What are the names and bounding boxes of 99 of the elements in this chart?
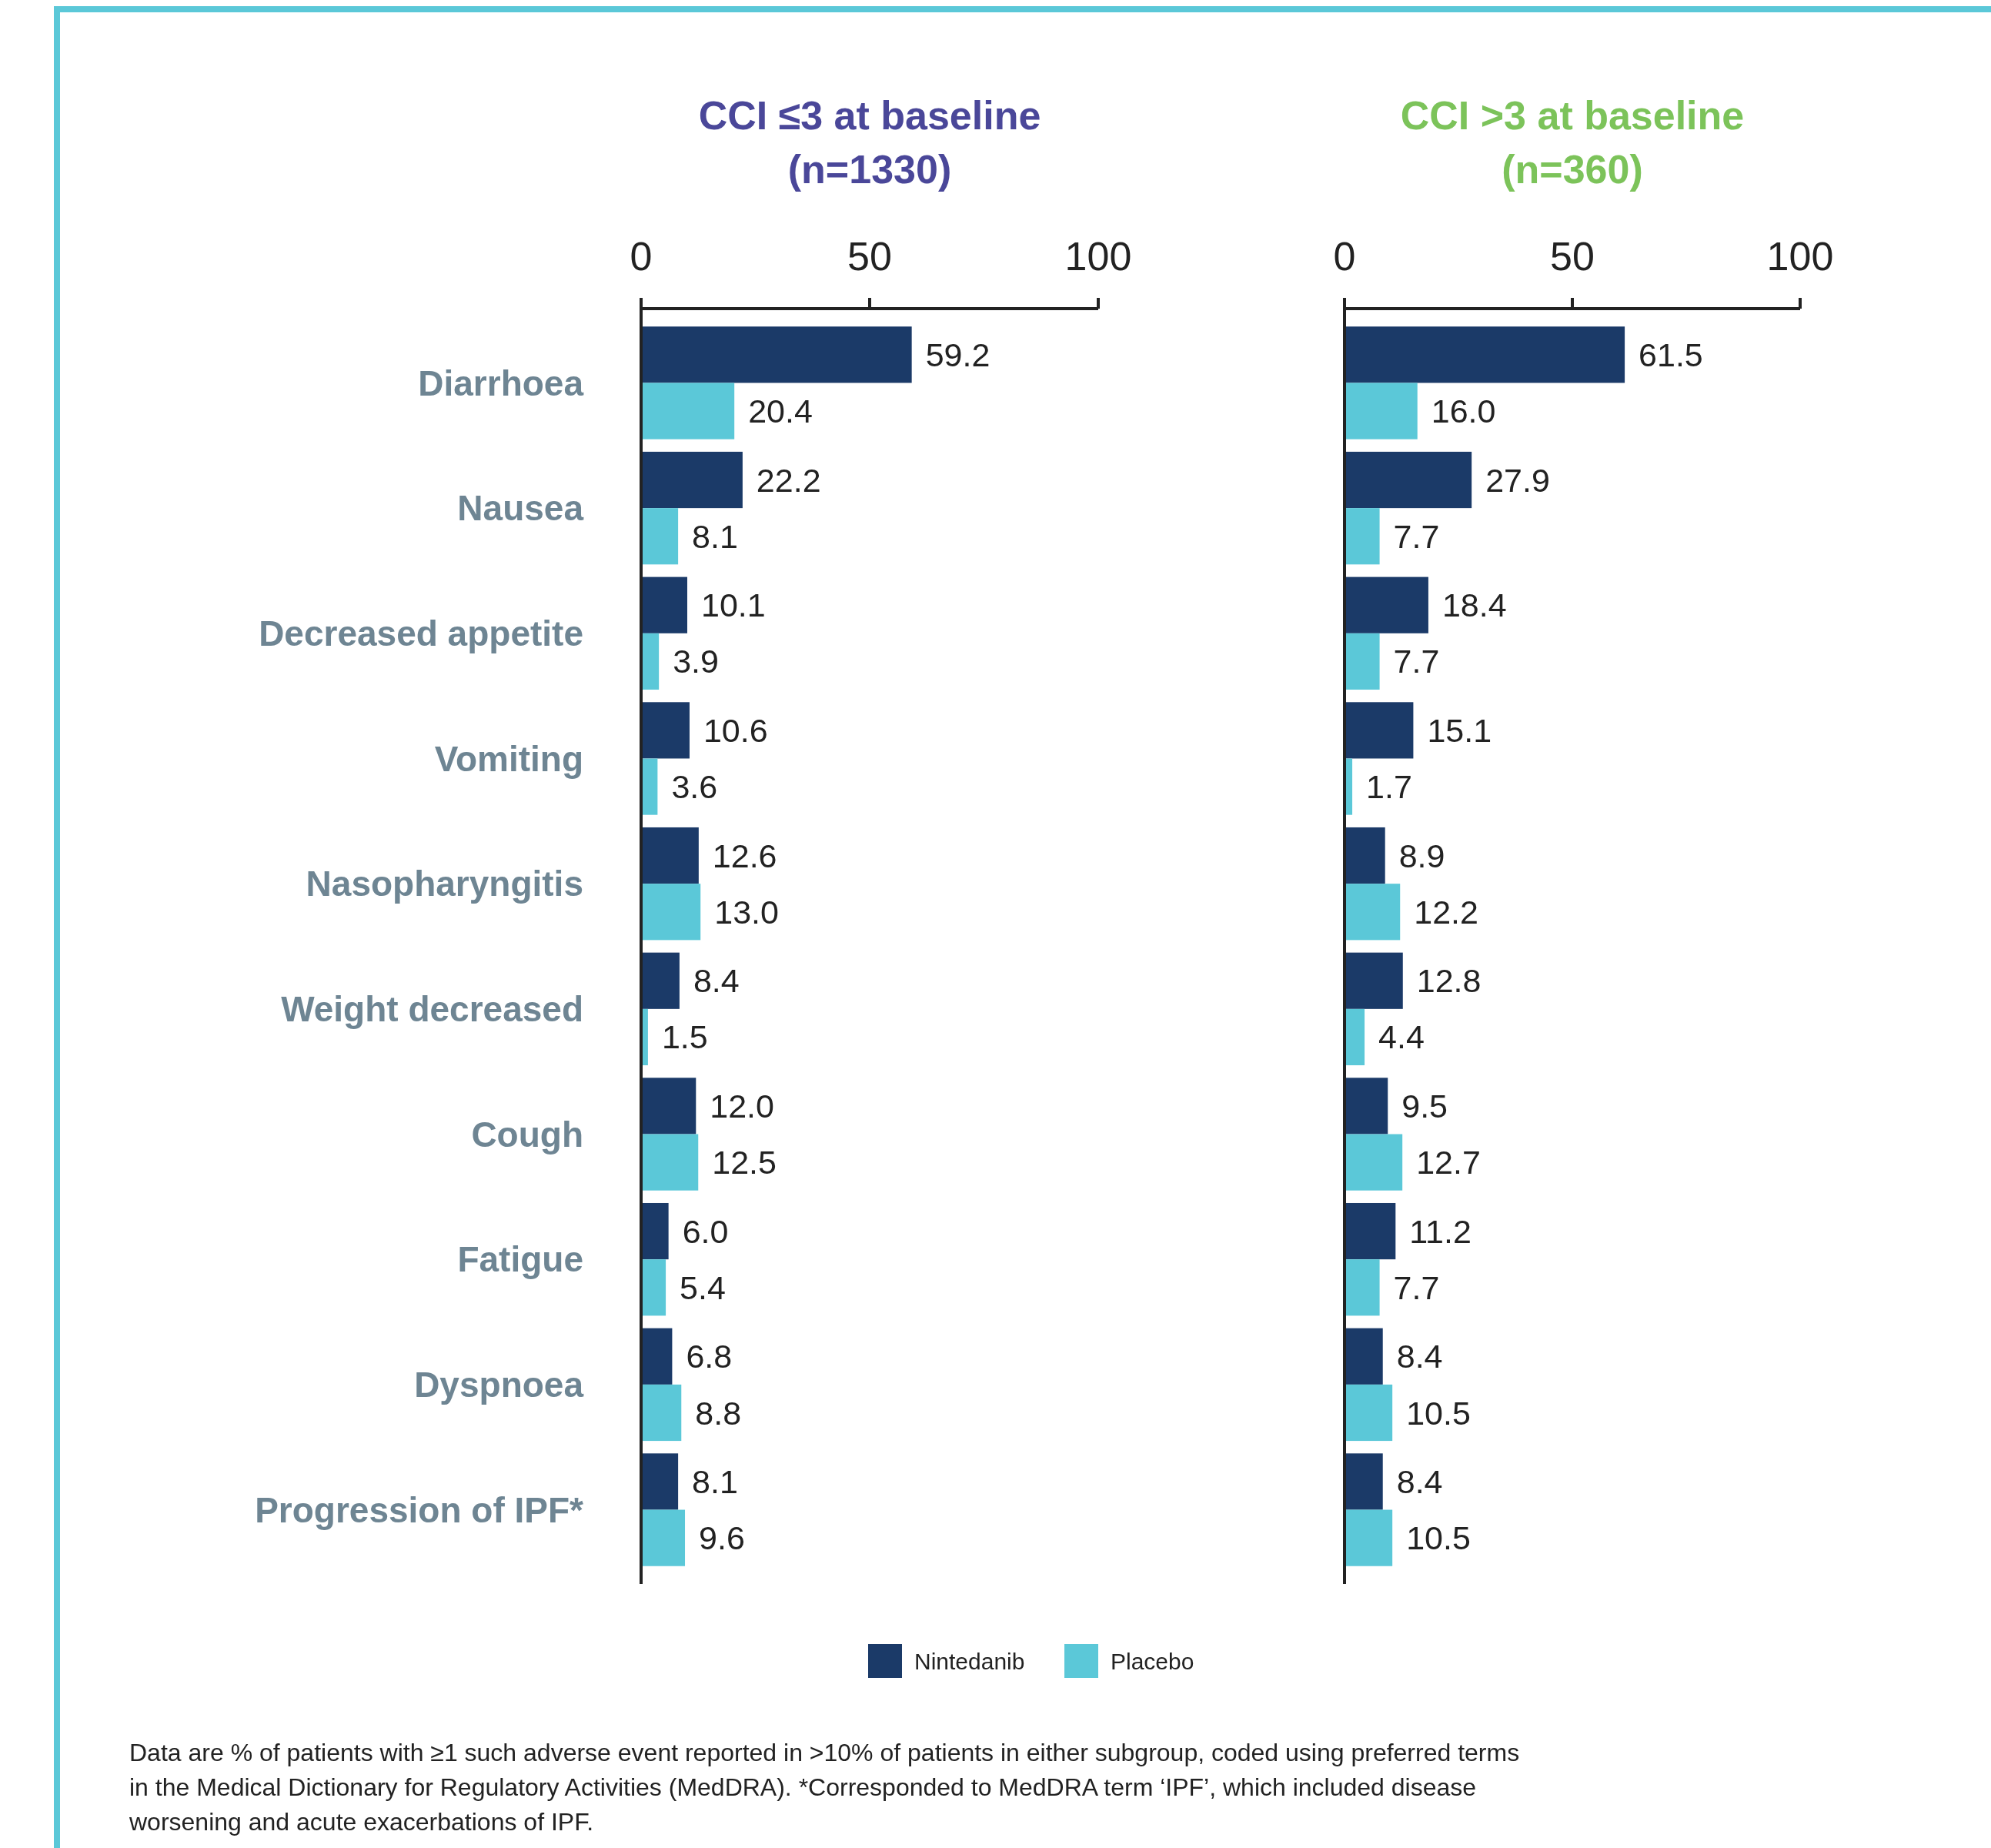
bar (1345, 884, 1401, 941)
x-tick-label: 100 (1766, 234, 1834, 279)
bar (641, 1078, 697, 1135)
bar (1345, 702, 1414, 759)
data-label: 8.1 (692, 517, 738, 555)
bar (641, 326, 912, 383)
x-tick-label: 100 (1064, 234, 1132, 279)
bar (1345, 326, 1625, 383)
bar (641, 1509, 686, 1566)
data-label: 3.6 (671, 768, 718, 806)
y-tick-label: Dyspnoea (414, 1364, 584, 1405)
y-tick-label: Progression of IPF* (255, 1489, 584, 1530)
data-label: 7.7 (1393, 1268, 1440, 1306)
data-label: 1.5 (661, 1018, 708, 1056)
bar (641, 758, 658, 815)
bar (641, 1328, 673, 1385)
data-label: 18.4 (1441, 586, 1507, 624)
bar (1345, 508, 1380, 565)
data-label: 10.1 (700, 586, 766, 624)
data-label: 12.2 (1414, 893, 1478, 931)
data-label: 10.6 (703, 711, 768, 749)
data-label: 59.2 (925, 336, 990, 373)
bar (1345, 1259, 1380, 1316)
bar (641, 1453, 679, 1510)
bar (641, 884, 701, 941)
bar (641, 1384, 682, 1442)
bar (1345, 1008, 1365, 1066)
data-label: 61.5 (1639, 336, 1703, 373)
data-label: 7.7 (1393, 517, 1440, 555)
legend-label: Placebo (1111, 1648, 1194, 1674)
data-label: 22.2 (756, 461, 821, 499)
bar (1345, 383, 1418, 439)
y-tick-label: Cough (471, 1114, 583, 1155)
data-label: 9.5 (1401, 1087, 1448, 1125)
data-label: 6.8 (686, 1338, 733, 1375)
data-label: 10.5 (1406, 1519, 1471, 1557)
y-tick-label: Diarrhoea (418, 363, 584, 403)
data-label: 20.4 (748, 393, 813, 430)
bar (641, 827, 699, 884)
data-label: 10.5 (1406, 1394, 1471, 1432)
bar (641, 383, 735, 439)
bar (1345, 1202, 1396, 1260)
data-label: 15.1 (1427, 711, 1492, 749)
y-tick-label: Weight decreased (281, 988, 583, 1029)
data-label: 8.1 (692, 1462, 738, 1500)
bar (641, 633, 660, 690)
bar (1345, 827, 1385, 884)
bar (1345, 1078, 1388, 1135)
bar (1345, 451, 1472, 509)
data-label: 3.9 (673, 643, 719, 680)
bar (1345, 1384, 1393, 1442)
bar (641, 1259, 666, 1316)
bar (641, 1134, 699, 1191)
legend-label: Nintedanib (914, 1648, 1025, 1674)
bar (641, 952, 680, 1009)
data-label: 12.0 (710, 1087, 774, 1125)
data-label: 12.7 (1416, 1144, 1481, 1181)
bar (1345, 952, 1403, 1009)
bar (641, 451, 743, 509)
y-tick-label: Nasopharyngitis (306, 864, 583, 904)
data-label: 9.6 (699, 1519, 745, 1557)
bar (641, 576, 687, 633)
data-label: 8.9 (1398, 837, 1445, 874)
chart-title: CCI ≤3 at baseline (n=1330) (698, 93, 1041, 192)
x-tick-label: 50 (847, 234, 892, 279)
bar (641, 508, 679, 565)
data-label: 8.8 (695, 1394, 742, 1432)
x-tick-label: 50 (1550, 234, 1595, 279)
x-tick-label: 0 (1333, 234, 1356, 279)
y-tick-label: Fatigue (457, 1239, 583, 1280)
data-label: 5.4 (680, 1268, 726, 1306)
data-label: 27.9 (1485, 461, 1550, 499)
data-label: 12.6 (712, 837, 777, 874)
data-label: 16.0 (1431, 393, 1496, 430)
y-tick-label: Nausea (457, 488, 584, 529)
data-label: 8.4 (693, 962, 740, 1000)
bar (1345, 1509, 1393, 1566)
bar (1345, 576, 1428, 633)
bar (641, 702, 690, 759)
text: Data are % of patients with ≥1 such adverse event reported in >10% of patients in either subgroup, coded using preferred terms in the Medical Dictionary for Regulatory Activities (MedDRA). *Corresponded to MedDRA term ‘IPF’, which included disease worsening and acute exacerbations of IPF. (129, 1739, 1520, 1836)
chart-title: CCI >3 at baseline (n=360) (1400, 93, 1745, 192)
bar (1345, 633, 1380, 690)
data-label: 7.7 (1393, 643, 1440, 680)
bar (1345, 1453, 1383, 1510)
data-label: 8.4 (1396, 1462, 1443, 1500)
data-label: 1.7 (1366, 768, 1412, 806)
data-label: 6.0 (682, 1212, 729, 1250)
data-label: 11.2 (1409, 1212, 1472, 1250)
x-tick-label: 0 (630, 234, 653, 279)
bar (1345, 1134, 1403, 1191)
bar (1345, 1328, 1383, 1385)
bar (641, 1202, 669, 1260)
data-label: 8.4 (1396, 1338, 1443, 1375)
data-label: 12.5 (712, 1144, 777, 1181)
y-tick-label: Decreased appetite (259, 613, 583, 653)
y-tick-label: Vomiting (434, 738, 583, 779)
data-label: 4.4 (1378, 1018, 1425, 1056)
data-label: 12.8 (1416, 962, 1482, 1000)
data-label: 13.0 (714, 893, 779, 931)
